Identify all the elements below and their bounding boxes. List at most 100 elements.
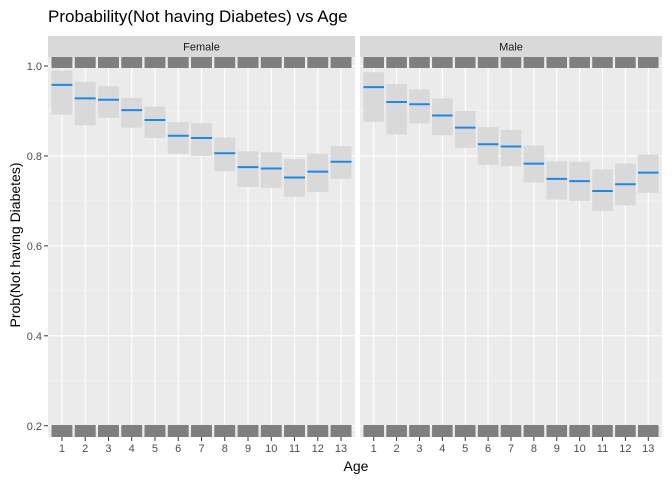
x-axes: 1 2 3 4 5 6 7 8 9 10 11 12 13 1 2 3 4 5 6 7 8 9 10 11 12 13: [59, 437, 654, 455]
x-tick-label: 9: [245, 443, 251, 455]
ci-band: [98, 86, 119, 118]
ci-band: [477, 127, 499, 165]
rug-bottom-mark: [569, 425, 590, 437]
rug-bottom-mark: [500, 425, 522, 437]
x-tick-label: 7: [198, 443, 204, 455]
rug-bottom-mark: [51, 425, 73, 437]
ci-band: [51, 70, 73, 115]
rug-bottom-mark: [386, 425, 407, 437]
rug-bottom-mark: [307, 425, 329, 437]
x-tick-label: 5: [462, 443, 468, 455]
rug-bottom-mark: [637, 425, 659, 437]
ci-band: [260, 152, 282, 188]
rug-top-mark: [477, 57, 499, 68]
x-tick-label: 13: [642, 443, 654, 455]
x-tick-label: 5: [152, 443, 158, 455]
rug-top-mark: [144, 57, 166, 68]
rug-top-mark: [191, 57, 212, 68]
facet-label: Male: [499, 42, 523, 54]
rug-bottom-mark: [167, 425, 189, 437]
ci-band: [432, 98, 453, 136]
x-tick-label: 12: [619, 443, 631, 455]
ci-band: [363, 72, 385, 122]
rug-bottom-mark: [477, 425, 499, 437]
ci-band: [144, 106, 166, 138]
rug-top-mark: [74, 57, 96, 68]
x-tick-label: 2: [82, 443, 88, 455]
x-tick-label: 1: [371, 443, 377, 455]
rug-bottom-mark: [284, 425, 305, 437]
ci-band: [500, 129, 522, 167]
rug-top-mark: [569, 57, 590, 68]
x-tick-label: 2: [394, 443, 400, 455]
rug-bottom-mark: [546, 425, 568, 437]
rug-top-mark: [167, 57, 189, 68]
ci-band: [546, 161, 568, 200]
x-tick-label: 13: [335, 443, 347, 455]
panels: Female Male: [48, 36, 662, 437]
rug-bottom-mark: [237, 425, 259, 437]
rug-bottom-mark: [330, 425, 352, 437]
x-tick-label: 10: [265, 443, 277, 455]
rug-top-mark: [454, 57, 476, 68]
x-tick-label: 11: [289, 443, 300, 455]
rug-bottom-mark: [191, 425, 212, 437]
rug-bottom-mark: [144, 425, 166, 437]
x-tick-label: 3: [105, 443, 111, 455]
ci-band: [237, 151, 259, 187]
facet-label: Female: [183, 42, 220, 54]
ci-band: [637, 154, 659, 193]
x-tick-label: 1: [59, 443, 65, 455]
y-tick-label: 1.0: [27, 61, 42, 73]
rug-top-mark: [260, 57, 282, 68]
rug-top-mark: [523, 57, 545, 68]
ci-band: [191, 123, 212, 156]
facet-strip: [360, 36, 662, 57]
panel-male: Male: [360, 36, 662, 437]
rug-top-mark: [546, 57, 568, 68]
x-tick-label: 12: [312, 443, 324, 455]
x-tick-label: 6: [485, 443, 491, 455]
ci-band: [214, 137, 236, 172]
rug-bottom-mark: [214, 425, 236, 437]
rug-bottom-mark: [98, 425, 119, 437]
rug-top-mark: [237, 57, 259, 68]
y-tick-label: 0.2: [27, 421, 42, 433]
rug-top-mark: [637, 57, 659, 68]
rug-bottom-mark: [615, 425, 636, 437]
rug-bottom-mark: [409, 425, 430, 437]
chart-title: Probability(Not having Diabetes) vs Age: [48, 7, 348, 26]
ci-band: [386, 83, 407, 135]
x-tick-label: 8: [222, 443, 228, 455]
y-axis-title: Prob(Not having Diabetes): [7, 163, 23, 328]
rug-bottom-mark: [121, 425, 143, 437]
rug-bottom-mark: [592, 425, 613, 437]
x-axis-title: Age: [344, 458, 369, 474]
rug-top-mark: [307, 57, 329, 68]
rug-bottom-mark: [432, 425, 453, 437]
ci-band: [121, 97, 143, 128]
ci-band: [74, 81, 96, 126]
panel-female: Female: [48, 36, 355, 437]
rug-bottom-mark: [523, 425, 545, 437]
rug-top-mark: [615, 57, 636, 68]
facet-strip: [48, 36, 355, 57]
rug-bottom-mark: [363, 425, 385, 437]
x-tick-label: 3: [416, 443, 422, 455]
rug-top-mark: [284, 57, 305, 68]
rug-bottom-mark: [260, 425, 282, 437]
rug-bottom-mark: [454, 425, 476, 437]
ci-band: [409, 89, 430, 124]
ci-band: [167, 122, 189, 154]
rug-top-mark: [592, 57, 613, 68]
x-tick-label: 4: [129, 443, 135, 455]
x-tick-label: 6: [175, 443, 181, 455]
x-tick-label: 10: [574, 443, 586, 455]
rug-top-mark: [409, 57, 430, 68]
rug-top-mark: [51, 57, 73, 68]
ci-band: [307, 153, 329, 192]
ci-band: [454, 110, 476, 148]
x-tick-label: 7: [508, 443, 514, 455]
x-tick-label: 9: [554, 443, 560, 455]
rug-top-mark: [214, 57, 236, 68]
